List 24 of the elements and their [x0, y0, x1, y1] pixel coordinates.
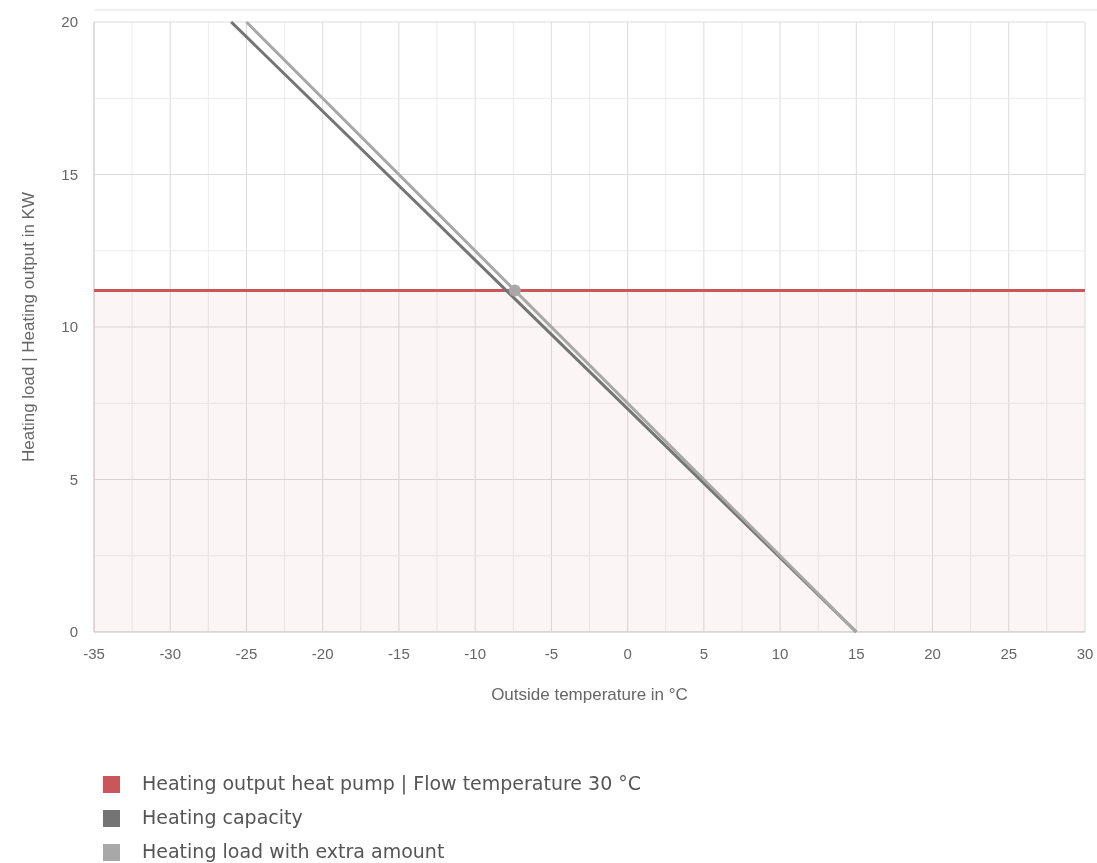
legend-label: Heating capacity: [142, 806, 303, 828]
x-tick-label: -10: [464, 645, 486, 662]
y-tick-label: 0: [69, 623, 78, 640]
x-tick-label: -25: [235, 645, 258, 662]
legend-label: Heating output heat pump | Flow temperature 30 °C: [142, 772, 642, 795]
y-tick-label: 5: [69, 470, 78, 488]
x-tick-label: 5: [699, 645, 709, 662]
x-tick-label: -20: [311, 645, 334, 662]
x-tick-label: 30: [1076, 645, 1094, 662]
x-axis-title: Outside temperature in °C: [491, 685, 688, 704]
x-tick-label: -5: [544, 645, 559, 662]
y-tick-label: 15: [61, 165, 78, 183]
x-tick-label: 25: [1000, 645, 1018, 662]
x-tick-label: 10: [771, 645, 789, 662]
x-tick-label: -30: [159, 645, 182, 662]
y-axis-title: Heating load | Heating output in KW: [19, 192, 38, 462]
x-tick-label: 0: [623, 645, 632, 662]
x-tick-label: -15: [388, 645, 410, 662]
y-tick-label: 20: [61, 13, 78, 30]
x-tick-label: 20: [924, 645, 941, 662]
legend-label: Heating load with extra amount: [142, 840, 445, 862]
x-tick-label: -35: [83, 645, 105, 662]
y-tick-label: 10: [61, 318, 78, 335]
x-tick-label: 15: [847, 645, 865, 662]
